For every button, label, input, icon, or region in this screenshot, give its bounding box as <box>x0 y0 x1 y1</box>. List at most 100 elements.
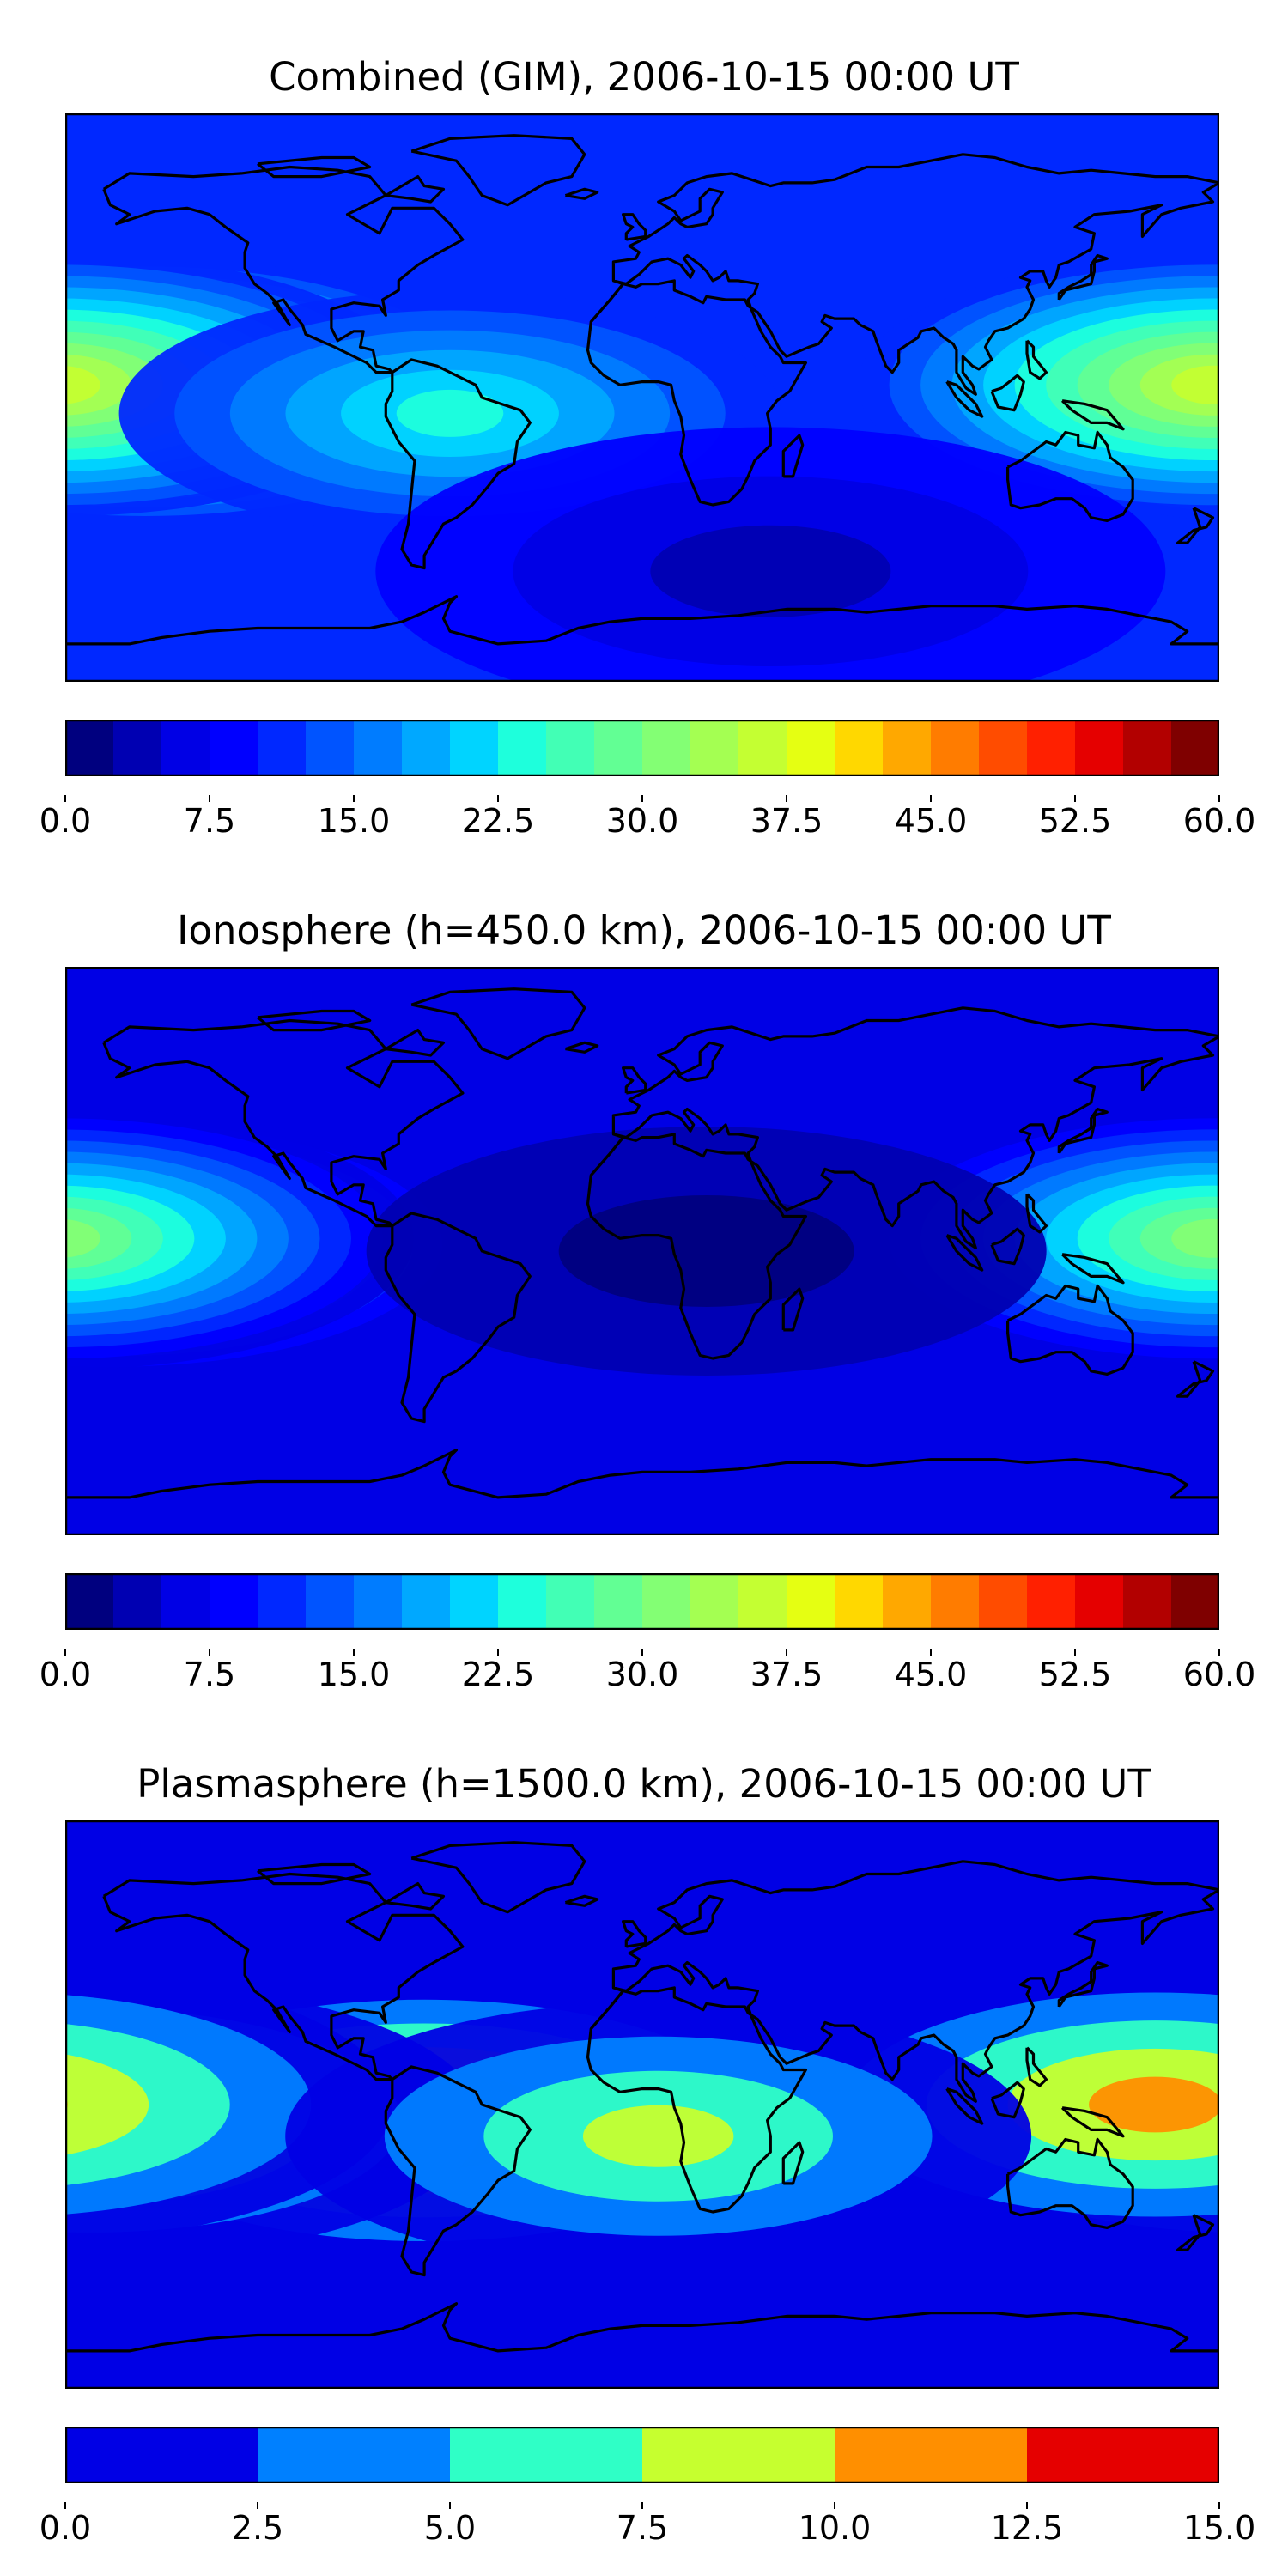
colorbar-tick-mark <box>353 795 355 802</box>
colorbar-tick-label: 52.5 <box>1038 802 1112 840</box>
new-guinea-coast <box>1060 1253 1125 1285</box>
colorbar-tick-mark <box>930 795 932 802</box>
contour-region <box>396 389 504 437</box>
colorbar-cell <box>642 1573 691 1630</box>
madagascar-coast <box>781 434 805 478</box>
colorbar-cell <box>787 720 835 776</box>
colorbar-tick-mark <box>209 1649 210 1656</box>
map-svg-plasmasphere <box>65 1820 1219 2389</box>
borneo-coast <box>990 1227 1025 1266</box>
colorbar-tick-mark <box>209 795 210 802</box>
colorbar-tick-label: 22.5 <box>461 1656 535 1693</box>
colorbar-cell <box>642 2427 835 2483</box>
baffin-coast <box>385 1028 446 1057</box>
map-combined <box>65 113 1219 682</box>
eurasia-africa-coast <box>586 153 1219 507</box>
colorbar-tick-label: 10.0 <box>798 2509 872 2547</box>
colorbar-cell <box>594 720 643 776</box>
colorbar-cell <box>883 720 932 776</box>
colorbar-cell <box>258 1573 307 1630</box>
colorbar-cell <box>65 720 114 776</box>
colorbar-cell <box>1123 1573 1172 1630</box>
colorbar-ionosphere <box>64 1572 1220 1631</box>
colorbar-cell <box>546 1573 595 1630</box>
colorbar-frame <box>64 1572 1220 1631</box>
africa-west-coast <box>590 1136 624 1176</box>
colorbar-tick-label: 30.0 <box>605 1656 679 1693</box>
greenland-coast <box>410 987 586 1060</box>
uk-coast <box>621 1920 647 1948</box>
colorbar-cell <box>354 1573 403 1630</box>
colorbar-tick-mark <box>641 795 643 802</box>
colorbar-cell <box>690 720 739 776</box>
coastlines <box>65 134 1219 646</box>
colorbar-tick-mark <box>1218 1649 1220 1656</box>
colorbar-ticks-combined: 0.0 7.5 15.0 22.5 30.0 37.5 45.0 52.5 60.0 <box>39 795 1255 845</box>
colorbar-cell <box>161 1573 210 1630</box>
colorbar-ticks-ionosphere: 0.0 7.5 15.0 22.5 30.0 37.5 45.0 52.5 60.0 <box>39 1649 1255 1698</box>
contour-region-low <box>650 525 891 617</box>
borneo-coast <box>990 2081 1025 2119</box>
colorbar-cell <box>450 1573 499 1630</box>
coastlines <box>65 987 1219 1499</box>
antarctica-coast <box>65 595 1219 646</box>
colorbar-cell <box>1123 720 1172 776</box>
colorbar-cell <box>1027 1573 1076 1630</box>
colorbar-tick-label: 15.0 <box>1182 2509 1256 2547</box>
australia-coast <box>1005 430 1134 522</box>
colorbar-tick-label: 45.0 <box>894 802 968 840</box>
colorbar-cell <box>690 1573 739 1630</box>
colorbar-tick-mark <box>786 795 787 802</box>
colorbar-cell <box>402 720 451 776</box>
africa-west-coast <box>590 283 624 323</box>
colorbar-cell <box>546 720 595 776</box>
colorbar-cell <box>787 1573 835 1630</box>
contour-region <box>1089 2076 1219 2133</box>
antarctica-coast <box>65 1449 1219 1499</box>
greenland-coast <box>410 1841 586 1914</box>
colorbar-tick-label: 22.5 <box>461 802 535 840</box>
colorbar-tick-label: 15.0 <box>317 802 391 840</box>
colorbar-cell <box>738 720 787 776</box>
colorbar-cell <box>979 1573 1028 1630</box>
madagascar-coast <box>781 2141 805 2185</box>
australia-coast <box>1005 1284 1134 1376</box>
contour-region <box>1171 1218 1219 1258</box>
iceland-coast <box>564 1894 599 1907</box>
map-ionosphere <box>65 967 1219 1535</box>
map-svg-combined <box>65 113 1219 682</box>
contour-region-wrap <box>65 366 100 404</box>
colorbar-cell <box>642 720 691 776</box>
colorbar-tick-mark <box>641 2502 643 2509</box>
madagascar-coast <box>781 1287 805 1332</box>
colorbar-frame <box>64 2426 1220 2484</box>
colorbar-cell <box>498 720 547 776</box>
colorbar-tick-label: 0.0 <box>39 2509 92 2547</box>
colorbar-tick-mark <box>1026 2502 1028 2509</box>
colorbar-tick-mark <box>930 1649 932 1656</box>
baffin-coast <box>385 1881 446 1911</box>
colorbar-tick-mark <box>257 2502 258 2509</box>
colorbar-cell <box>450 2427 643 2483</box>
colorbar-cell <box>113 1573 162 1630</box>
colorbar-tick-label: 7.5 <box>183 1656 236 1693</box>
colorbar-tick-label: 0.0 <box>39 802 92 840</box>
colorbar-tick-label: 30.0 <box>605 802 679 840</box>
colorbar-tick-label: 37.5 <box>750 802 823 840</box>
south-america-coast <box>384 358 532 570</box>
antarctica-coast <box>65 2302 1219 2353</box>
colorbar-tick-mark <box>641 1649 643 1656</box>
map-plasmasphere <box>65 1820 1219 2389</box>
colorbar-tick-mark <box>64 1649 66 1656</box>
panel-title-plasmasphere: Plasmasphere (h=1500.0 km), 2006-10-15 0… <box>137 1761 1151 1807</box>
colorbar-cell <box>161 720 210 776</box>
colorbar-cell <box>258 2427 451 2483</box>
new-guinea-coast <box>1060 2106 1125 2138</box>
colorbar-cell <box>1171 720 1220 776</box>
map-frame <box>65 1820 1219 2389</box>
colorbar-cell <box>113 720 162 776</box>
colorbar-cell <box>306 720 355 776</box>
colorbar-combined <box>64 719 1220 777</box>
colorbar-cell <box>835 2427 1028 2483</box>
map-svg-ionosphere <box>65 967 1219 1535</box>
